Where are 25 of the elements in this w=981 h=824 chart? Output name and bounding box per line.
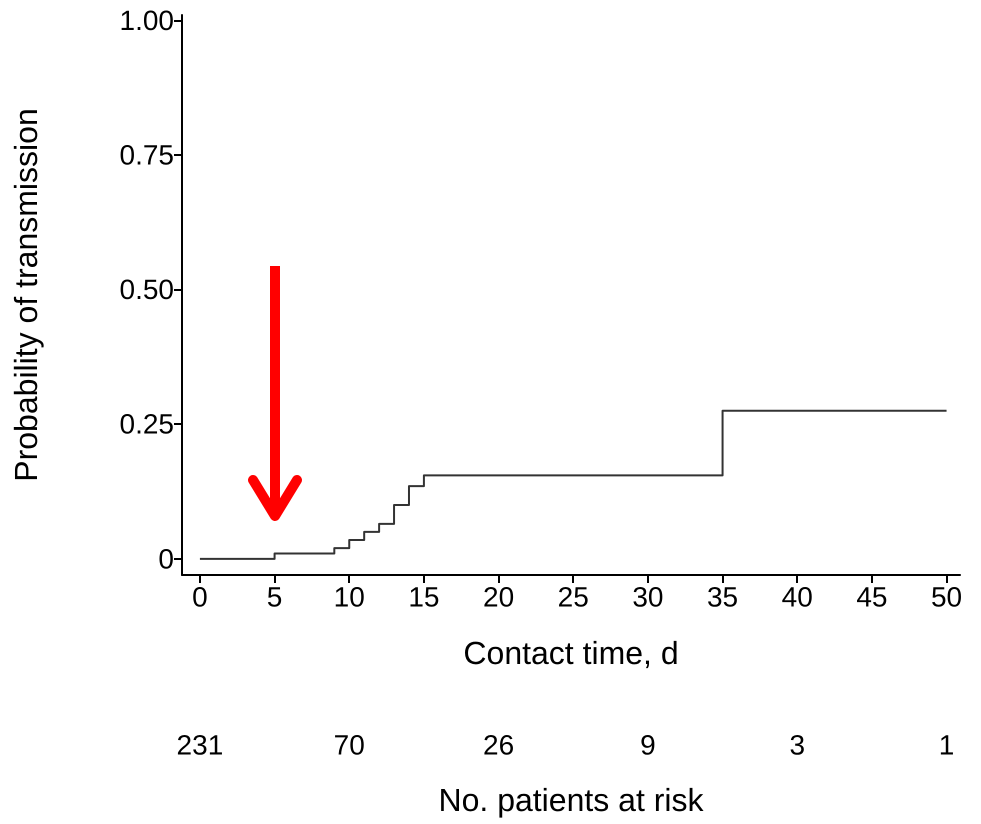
x-tick-label: 30 bbox=[632, 582, 664, 612]
y-tick-label: 0.50 bbox=[120, 274, 174, 306]
x-axis-title: Contact time, d bbox=[463, 635, 679, 671]
x-tick-label: 45 bbox=[856, 582, 888, 612]
y-tick-label: 1.00 bbox=[120, 4, 174, 36]
x-tick-label: 20 bbox=[483, 582, 514, 612]
x-tick-label: 5 bbox=[266, 582, 282, 612]
text: 3 bbox=[789, 730, 806, 760]
y-axis-title: Probability of transmission bbox=[8, 108, 44, 482]
text: 1 bbox=[938, 730, 954, 760]
text: 70 bbox=[334, 730, 365, 760]
y-tick-label: 0.25 bbox=[120, 408, 174, 440]
x-tick-label: 15 bbox=[408, 582, 440, 612]
x-tick-label: 50 bbox=[930, 582, 962, 612]
text: 26 bbox=[483, 730, 514, 760]
x-tick-label: 35 bbox=[706, 582, 738, 612]
text: 9 bbox=[640, 730, 656, 760]
x-tick-label: 40 bbox=[782, 582, 813, 612]
x-tick-label: 25 bbox=[558, 582, 589, 612]
y-tick-label: 0.75 bbox=[120, 140, 174, 170]
x-tick-label: 10 bbox=[334, 582, 365, 612]
text: 231 bbox=[176, 730, 224, 760]
x-tick-label: 0 bbox=[192, 582, 208, 612]
y-tick-label: 0 bbox=[158, 543, 174, 574]
text: No. patients at risk bbox=[438, 782, 704, 818]
